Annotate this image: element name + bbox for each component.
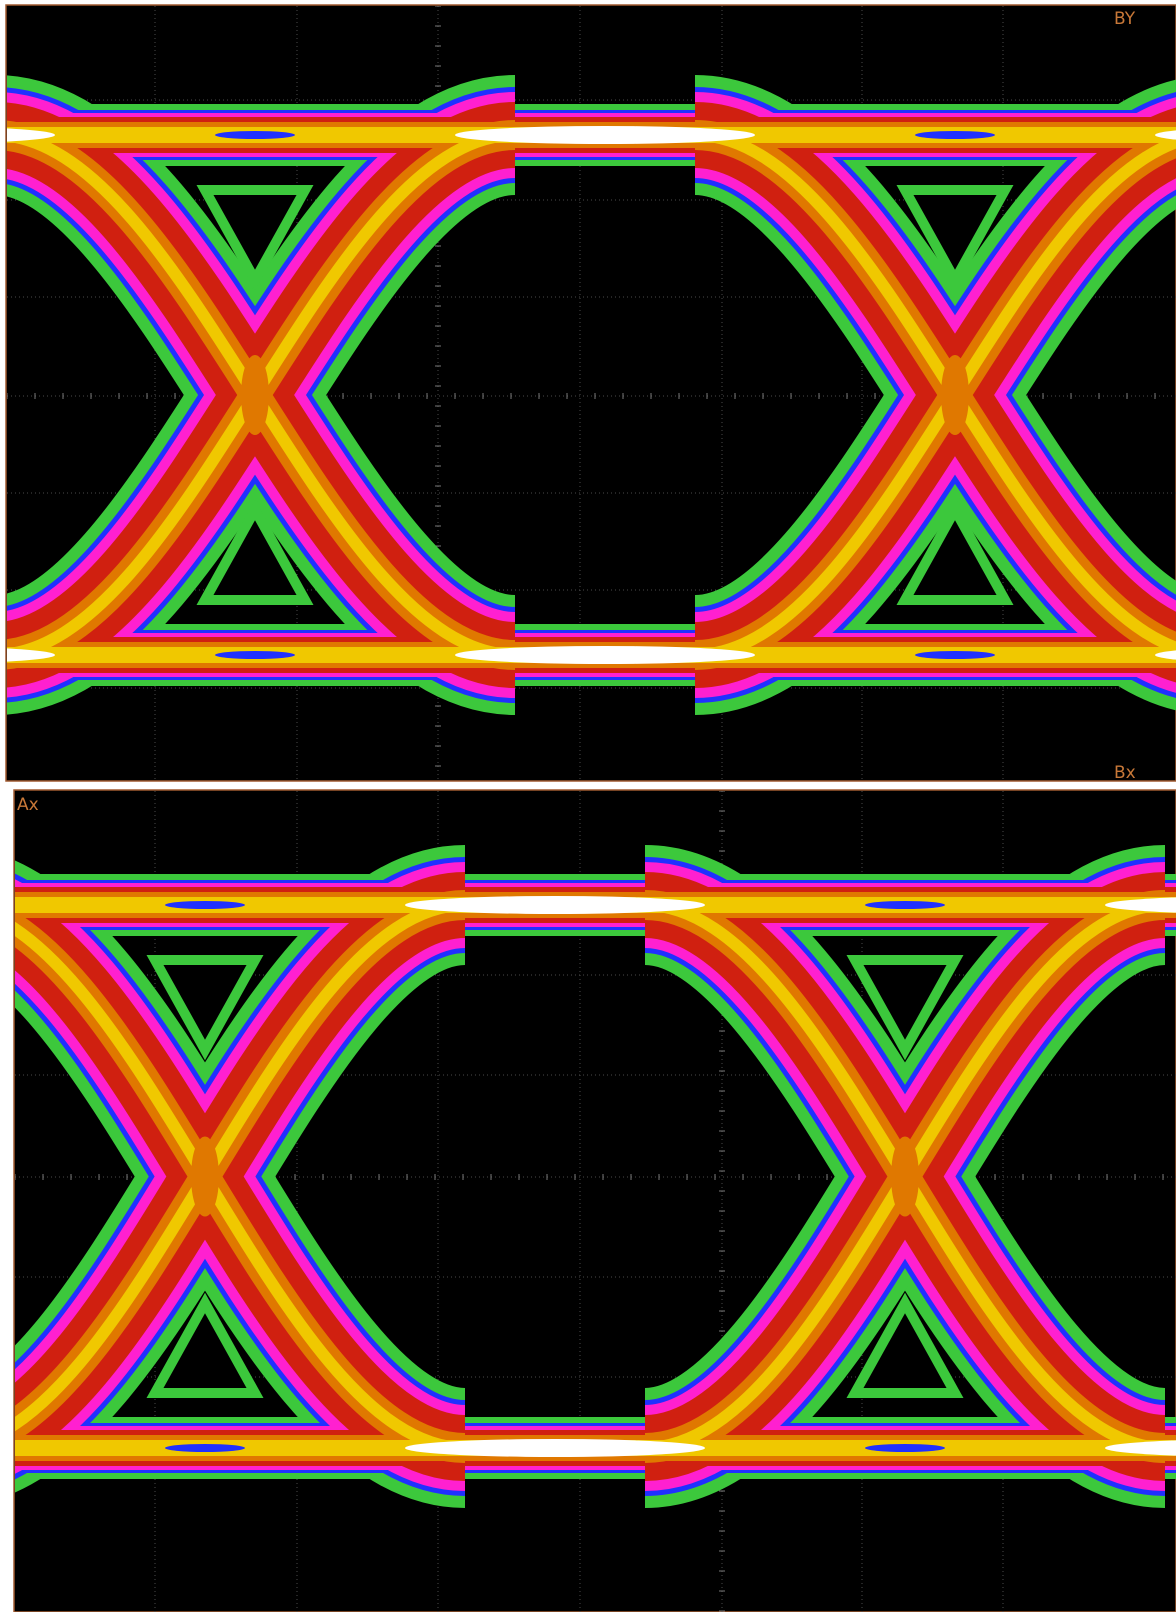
- rail-hotspot: [165, 1444, 245, 1452]
- crossing: [941, 355, 969, 435]
- rail-white: [405, 1439, 705, 1457]
- eye-hole: [846, 1292, 964, 1398]
- eye-hole: [196, 185, 314, 291]
- rail-white: [455, 646, 755, 664]
- rail-hotspot: [215, 131, 295, 139]
- rail-hotspot: [915, 131, 995, 139]
- eye-hole: [896, 499, 1014, 605]
- eye-hole: [896, 185, 1014, 291]
- channel-label: Bx: [1114, 763, 1136, 783]
- rail-hotspot: [865, 1444, 945, 1452]
- rail-white: [1105, 1440, 1176, 1456]
- channel-label: Ax: [17, 795, 39, 815]
- crossing: [241, 355, 269, 435]
- rail-white: [7, 128, 55, 142]
- eye-bottom: [15, 791, 1176, 1612]
- eye-hole: [196, 499, 314, 605]
- eye-top: [7, 6, 1176, 780]
- rail-white: [1105, 897, 1176, 913]
- rail-white: [7, 648, 55, 662]
- eye-hole: [846, 955, 964, 1061]
- rail-white: [405, 896, 705, 914]
- rail-hotspot: [865, 901, 945, 909]
- rail-white: [455, 126, 755, 144]
- rail-hotspot: [915, 651, 995, 659]
- rail-white: [1155, 130, 1176, 140]
- channel-label: BY: [1114, 9, 1136, 29]
- eye-hole: [146, 955, 264, 1061]
- crossing: [191, 1136, 219, 1217]
- rail-white: [1155, 650, 1176, 660]
- eye-hole: [146, 1292, 264, 1398]
- rail-hotspot: [165, 901, 245, 909]
- rail-hotspot: [215, 651, 295, 659]
- crossing: [891, 1136, 919, 1217]
